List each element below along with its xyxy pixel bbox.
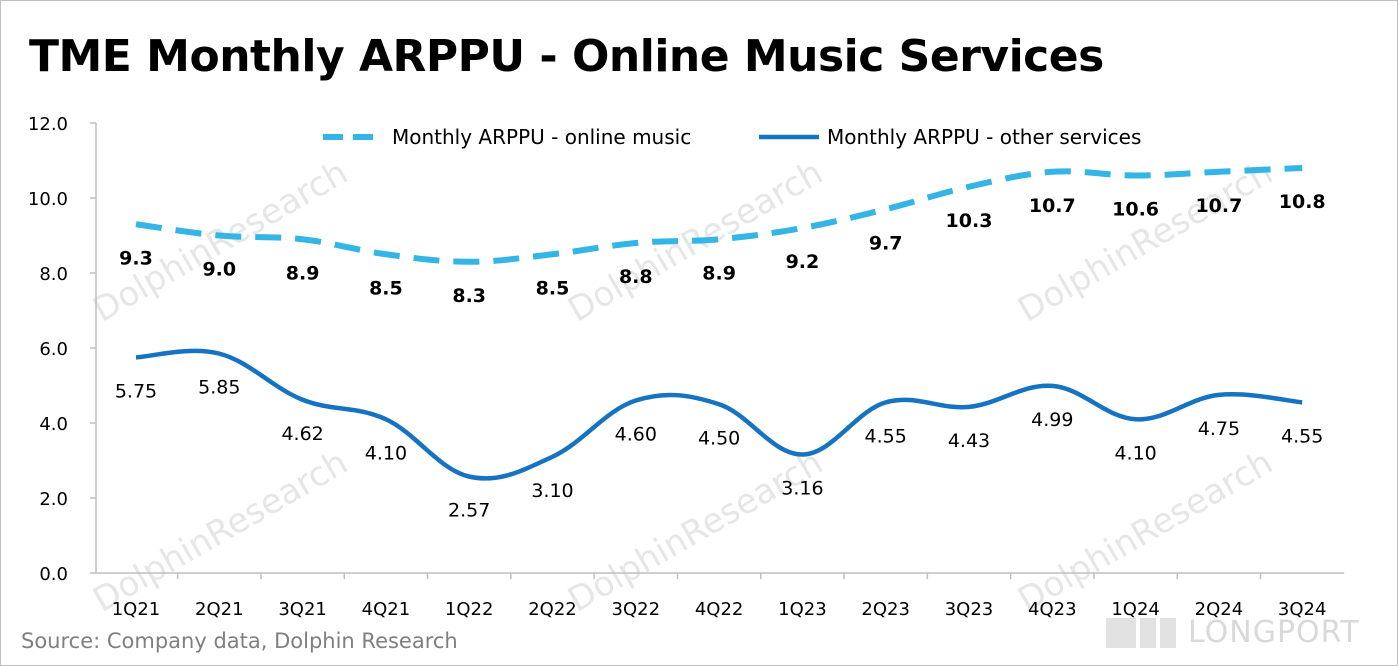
online-music-data-label: 8.9: [702, 262, 736, 284]
x-tick-label: 2Q21: [195, 599, 244, 620]
online-music-data-label: 9.3: [119, 247, 153, 269]
x-tick-label: 1Q24: [1111, 599, 1160, 620]
online-music-data-label: 8.5: [369, 277, 403, 299]
other-services-data-label: 4.75: [1198, 418, 1240, 440]
online-music-data-label: 10.7: [1195, 195, 1242, 217]
other-services-data-label: 5.85: [198, 377, 240, 399]
x-tick-label: 1Q22: [445, 599, 494, 620]
x-tick-label: 3Q23: [945, 599, 994, 620]
x-tick-label: 4Q21: [362, 599, 411, 620]
online-music-data-label: 10.7: [1029, 195, 1076, 217]
online-music-data-label: 10.6: [1112, 199, 1159, 221]
online-music-data-label: 8.3: [452, 285, 486, 307]
online-music-data-label: 10.8: [1279, 191, 1326, 213]
other-services-data-label: 4.10: [365, 442, 407, 464]
watermark-text: DolphinResearch: [1011, 153, 1279, 331]
other-services-data-label: 5.75: [115, 380, 157, 402]
other-services-data-label: 4.50: [698, 427, 740, 449]
legend-other-services-label: Monthly ARPPU - other services: [827, 125, 1141, 149]
x-tick-label: 4Q22: [695, 599, 744, 620]
y-tick-label: 8.0: [39, 264, 68, 285]
source-note: Source: Company data, Dolphin Research: [21, 629, 458, 653]
other-services-data-label: 4.10: [1114, 442, 1156, 464]
other-services-data-label: 4.55: [865, 425, 907, 447]
x-tick-label: 2Q22: [528, 599, 577, 620]
other-services-data-label: 3.10: [531, 480, 573, 502]
x-tick-label: 2Q24: [1195, 599, 1244, 620]
x-tick-label: 4Q23: [1028, 599, 1077, 620]
online-music-data-label: 8.8: [619, 266, 653, 288]
chart-title: TME Monthly ARPPU - Online Music Service…: [29, 31, 1104, 82]
online-music-data-label: 8.9: [286, 262, 320, 284]
y-tick-label: 12.0: [28, 114, 68, 135]
online-music-data-label: 9.7: [869, 232, 903, 254]
other-services-data-label: 4.62: [281, 423, 323, 445]
online-music-data-label: 9.2: [786, 251, 820, 273]
y-tick-label: 2.0: [39, 489, 68, 510]
brand-logo: LONGPORT: [1106, 615, 1360, 650]
series-online-music-line: [135, 165, 1303, 265]
y-tick-label: 0.0: [39, 564, 68, 585]
x-tick-label: 3Q21: [278, 599, 327, 620]
x-tick-label: 3Q24: [1278, 599, 1327, 620]
other-services-data-label: 3.16: [781, 478, 823, 500]
y-tick-label: 10.0: [28, 189, 68, 210]
online-music-data-label: 9.0: [202, 259, 236, 281]
watermark-text: DolphinResearch: [1011, 443, 1279, 621]
other-services-data-label: 4.55: [1281, 425, 1323, 447]
y-tick-label: 6.0: [39, 339, 68, 360]
y-tick-label: 4.0: [39, 414, 68, 435]
brand-name: LONGPORT: [1188, 615, 1360, 650]
watermark-text: DolphinResearch: [561, 443, 829, 621]
other-services-data-label: 2.57: [448, 500, 490, 522]
legend-online-music-label: Monthly ARPPU - online music: [392, 125, 691, 149]
other-services-data-label: 4.43: [948, 430, 990, 452]
other-services-data-label: 4.60: [615, 424, 657, 446]
x-tick-label: 1Q21: [112, 599, 161, 620]
watermark-text: DolphinResearch: [86, 443, 354, 621]
other-services-data-label: 4.99: [1031, 409, 1073, 431]
x-tick-label: 1Q23: [778, 599, 827, 620]
online-music-data-label: 8.5: [536, 277, 570, 299]
x-tick-label: 2Q23: [861, 599, 910, 620]
online-music-data-label: 10.3: [946, 210, 993, 232]
brand-mark-icon: [1106, 617, 1178, 648]
x-tick-label: 3Q22: [612, 599, 661, 620]
